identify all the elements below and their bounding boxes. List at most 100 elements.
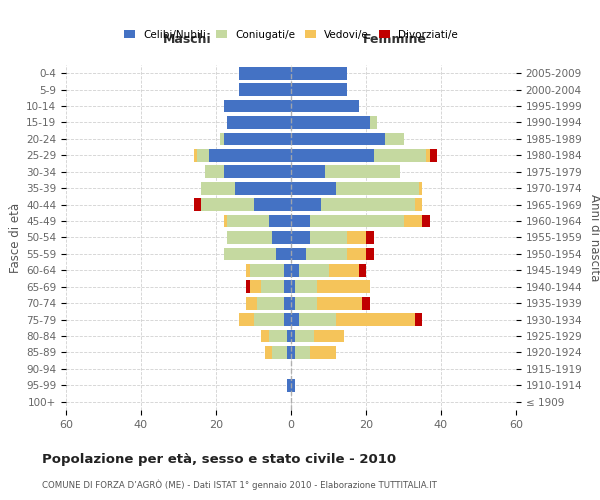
- Bar: [227, 231, 272, 244]
- Bar: [291, 346, 295, 359]
- Bar: [291, 379, 295, 392]
- Bar: [430, 149, 437, 162]
- Bar: [291, 166, 325, 178]
- Bar: [321, 198, 415, 211]
- Bar: [272, 231, 291, 244]
- Bar: [291, 248, 306, 260]
- Bar: [291, 330, 295, 342]
- Bar: [269, 330, 287, 342]
- Bar: [291, 83, 347, 96]
- Bar: [415, 313, 422, 326]
- Bar: [250, 280, 261, 293]
- Bar: [291, 264, 299, 277]
- Bar: [209, 149, 291, 162]
- Bar: [366, 248, 373, 260]
- Bar: [269, 214, 291, 228]
- Bar: [347, 248, 366, 260]
- Bar: [235, 182, 291, 194]
- Bar: [284, 280, 291, 293]
- Bar: [291, 313, 299, 326]
- Bar: [295, 297, 317, 310]
- Bar: [284, 264, 291, 277]
- Bar: [246, 264, 250, 277]
- Bar: [317, 297, 362, 310]
- Text: COMUNE DI FORZA D’AGRÒ (ME) - Dati ISTAT 1° gennaio 2010 - Elaborazione TUTTITAL: COMUNE DI FORZA D’AGRÒ (ME) - Dati ISTAT…: [42, 479, 437, 490]
- Bar: [373, 149, 426, 162]
- Text: Maschi: Maschi: [163, 33, 212, 46]
- Bar: [223, 100, 291, 112]
- Bar: [370, 116, 377, 129]
- Bar: [295, 280, 317, 293]
- Bar: [261, 330, 269, 342]
- Bar: [291, 67, 347, 80]
- Bar: [404, 214, 422, 228]
- Bar: [284, 297, 291, 310]
- Bar: [239, 67, 291, 80]
- Bar: [415, 198, 422, 211]
- Bar: [223, 248, 276, 260]
- Bar: [291, 182, 336, 194]
- Bar: [272, 346, 287, 359]
- Bar: [329, 264, 359, 277]
- Bar: [310, 346, 336, 359]
- Bar: [291, 100, 359, 112]
- Bar: [254, 313, 284, 326]
- Bar: [291, 149, 373, 162]
- Bar: [295, 330, 314, 342]
- Bar: [246, 297, 257, 310]
- Bar: [193, 198, 201, 211]
- Bar: [336, 313, 415, 326]
- Bar: [291, 280, 295, 293]
- Bar: [336, 182, 419, 194]
- Bar: [205, 166, 223, 178]
- Bar: [201, 198, 254, 211]
- Bar: [314, 330, 343, 342]
- Bar: [287, 346, 291, 359]
- Bar: [276, 248, 291, 260]
- Legend: Celibi/Nubili, Coniugati/e, Vedovi/e, Divorziati/e: Celibi/Nubili, Coniugati/e, Vedovi/e, Di…: [120, 26, 462, 44]
- Bar: [223, 132, 291, 145]
- Y-axis label: Anni di nascita: Anni di nascita: [588, 194, 600, 281]
- Bar: [246, 280, 250, 293]
- Bar: [291, 214, 310, 228]
- Bar: [201, 182, 235, 194]
- Bar: [310, 231, 347, 244]
- Bar: [306, 248, 347, 260]
- Bar: [426, 149, 430, 162]
- Bar: [419, 182, 422, 194]
- Bar: [299, 313, 336, 326]
- Bar: [287, 379, 291, 392]
- Bar: [220, 132, 223, 145]
- Bar: [250, 264, 284, 277]
- Bar: [291, 132, 385, 145]
- Text: Popolazione per età, sesso e stato civile - 2010: Popolazione per età, sesso e stato civil…: [42, 452, 396, 466]
- Bar: [362, 297, 370, 310]
- Bar: [295, 346, 310, 359]
- Bar: [310, 214, 404, 228]
- Text: Femmine: Femmine: [362, 33, 427, 46]
- Bar: [291, 116, 370, 129]
- Bar: [227, 214, 269, 228]
- Bar: [366, 231, 373, 244]
- Bar: [291, 297, 295, 310]
- Bar: [291, 231, 310, 244]
- Bar: [385, 132, 404, 145]
- Bar: [284, 313, 291, 326]
- Bar: [254, 198, 291, 211]
- Bar: [265, 346, 272, 359]
- Bar: [287, 330, 291, 342]
- Bar: [359, 264, 366, 277]
- Bar: [325, 166, 400, 178]
- Bar: [317, 280, 370, 293]
- Bar: [239, 313, 254, 326]
- Bar: [422, 214, 430, 228]
- Bar: [261, 280, 284, 293]
- Bar: [291, 198, 321, 211]
- Bar: [197, 149, 209, 162]
- Bar: [347, 231, 366, 244]
- Bar: [257, 297, 284, 310]
- Bar: [223, 166, 291, 178]
- Bar: [193, 149, 197, 162]
- Bar: [227, 116, 291, 129]
- Bar: [223, 214, 227, 228]
